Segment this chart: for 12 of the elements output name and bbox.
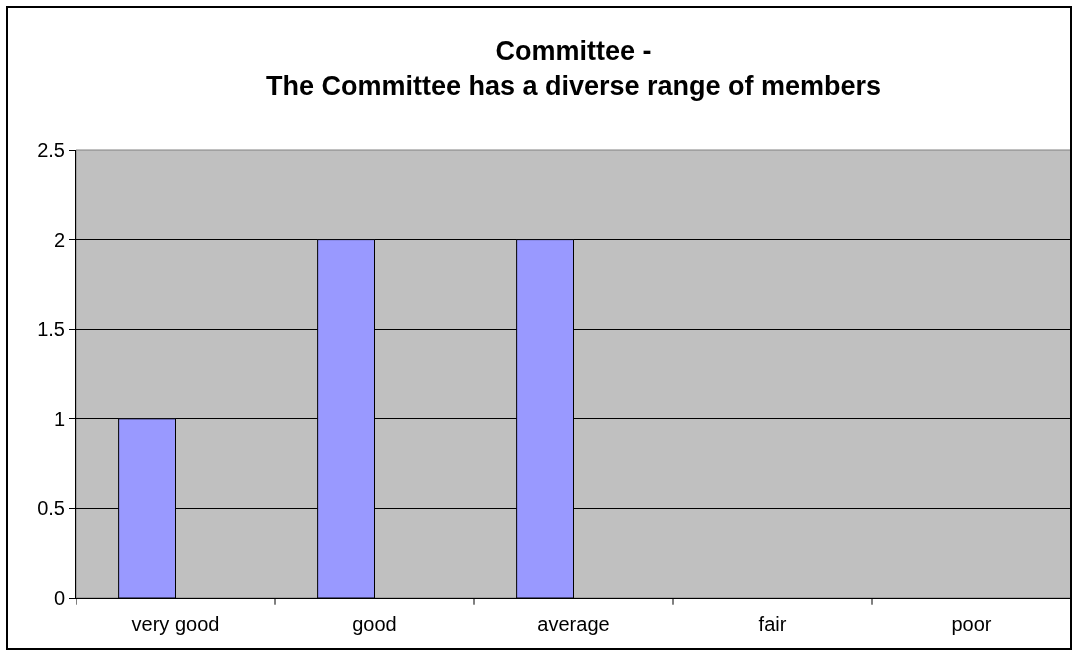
y-tick-label: 1	[53, 407, 65, 430]
y-tick-label: 2	[53, 228, 65, 251]
x-tick-label: good	[352, 613, 397, 635]
chart-title: Committee - The Committee has a diverse range of members	[265, 35, 882, 101]
x-tick-label: average	[537, 613, 610, 635]
x-tick-label: fair	[758, 613, 787, 635]
x-tick-label: very good	[131, 613, 220, 635]
y-tick-label: 0.5	[37, 497, 65, 520]
x-tick-label: poor	[951, 613, 992, 635]
y-tick-label: 2.5	[37, 139, 65, 161]
y-tick-label: 1.5	[37, 318, 65, 341]
y-tick-label: 0	[53, 587, 65, 609]
